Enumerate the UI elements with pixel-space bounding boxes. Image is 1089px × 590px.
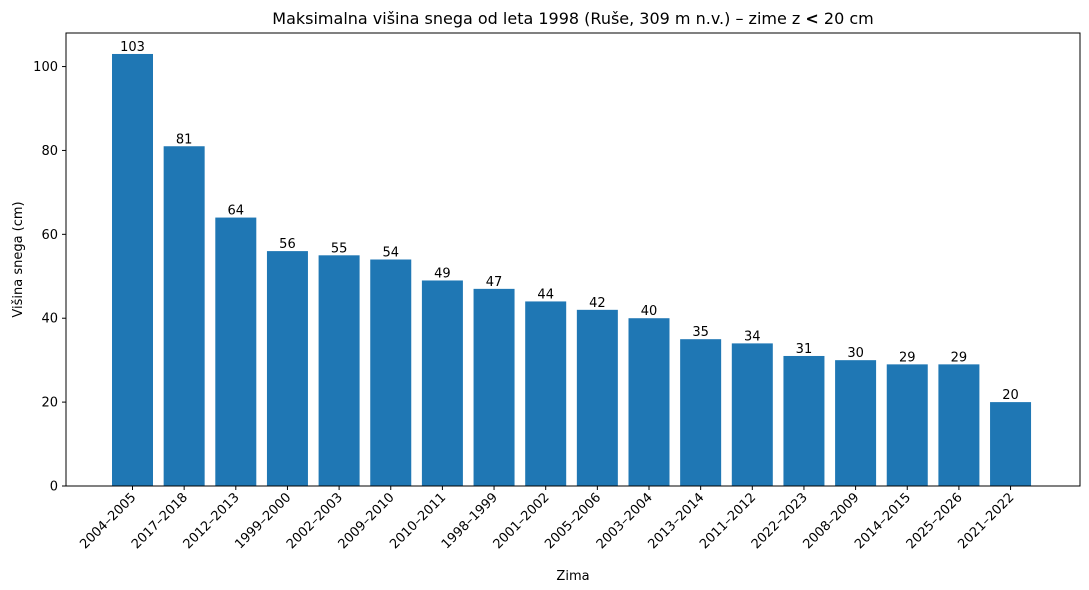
y-axis-label: Višina snega (cm): [11, 201, 26, 317]
bar-2008–2009: [835, 360, 877, 486]
bar-2003–2004: [628, 318, 670, 486]
chart-title-prefix: Maksimalna višina snega od leta 1998 (Ru…: [272, 9, 805, 28]
bar-2002–2003: [318, 255, 360, 486]
y-tick-label: 100: [33, 60, 58, 75]
bar-1998–1999: [473, 288, 515, 486]
bar-value-label: 44: [537, 287, 554, 302]
bar-value-label: 103: [120, 40, 145, 55]
bar-2022–2023: [783, 355, 825, 486]
bar-value-label: 56: [279, 237, 296, 252]
bar-value-label: 35: [692, 325, 709, 340]
bar-value-label: 49: [434, 266, 451, 281]
bar-value-label: 47: [486, 275, 503, 290]
y-axis-ticks: 0 20 40 60 80 100: [33, 60, 66, 495]
bars-group: [112, 53, 1032, 486]
y-tick-label: 0: [50, 480, 58, 495]
bar-2010–2011: [421, 280, 463, 486]
bar-2011–2012: [731, 343, 773, 486]
y-tick-label: 60: [41, 228, 58, 243]
bar-value-label: 31: [796, 342, 813, 357]
bar-value-label: 20: [1002, 388, 1019, 403]
bar-value-label: 29: [899, 350, 916, 365]
x-tick-label: 2021–2022: [955, 490, 1017, 552]
bar-2025–2026: [938, 364, 980, 486]
bar-value-label: 64: [228, 204, 245, 219]
bar-2014–2015: [886, 364, 928, 486]
bar-value-label: 34: [744, 329, 761, 344]
chart-title-suffix: 20 cm: [819, 9, 874, 28]
bar-2004–2005: [112, 53, 153, 486]
x-axis-label: Zima: [556, 569, 589, 584]
bar-2012–2013: [215, 217, 257, 486]
bar-2021–2022: [990, 402, 1032, 486]
bar-value-label: 42: [589, 296, 606, 311]
bar-1999–2000: [266, 251, 308, 486]
bar-2009–2010: [370, 259, 412, 486]
plot-frame: [65, 32, 1081, 487]
bar-value-label: 81: [176, 132, 193, 147]
bar-value-label: 40: [641, 304, 658, 319]
x-axis-ticks: 2004–20052017–20182012–20131999–20002002…: [77, 486, 1017, 552]
chart-title-symbol: <: [805, 9, 818, 28]
bar-value-label: 30: [847, 346, 864, 361]
bar-value-label: 54: [382, 246, 399, 261]
bar-2005–2006: [576, 309, 618, 486]
y-tick-label: 80: [41, 144, 58, 159]
bar-2001–2002: [525, 301, 567, 486]
bar-value-label: 55: [331, 241, 348, 256]
bar-2013–2014: [680, 339, 722, 486]
bar-2017–2018: [163, 146, 205, 486]
y-tick-label: 20: [41, 396, 58, 411]
bar-value-label: 29: [951, 350, 968, 365]
y-tick-label: 40: [41, 312, 58, 327]
chart-title: Maksimalna višina snega od leta 1998 (Ru…: [272, 9, 873, 28]
bar-labels-group: 103 81 64 56 55 54 49 47 44 42 40 35 34 31 30 29 29 20: [120, 40, 1019, 403]
